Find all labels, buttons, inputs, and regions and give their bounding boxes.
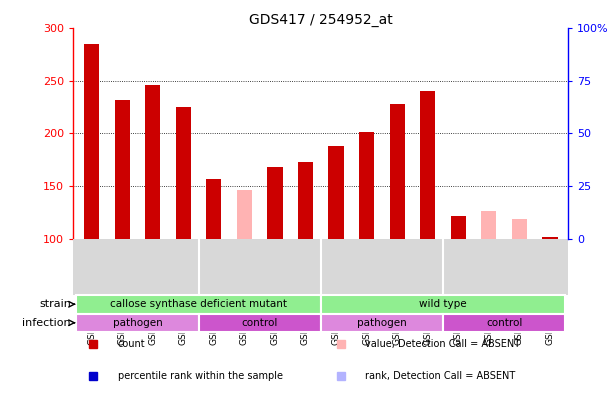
- Title: GDS417 / 254952_at: GDS417 / 254952_at: [249, 13, 393, 27]
- Bar: [512, 219, 527, 239]
- Bar: [298, 162, 313, 239]
- Bar: [481, 211, 496, 239]
- Bar: [321, 314, 443, 332]
- Text: callose synthase deficient mutant: callose synthase deficient mutant: [110, 299, 287, 309]
- Bar: [199, 314, 321, 332]
- Bar: [321, 295, 565, 314]
- Bar: [390, 104, 405, 239]
- Text: pathogen: pathogen: [112, 318, 163, 328]
- Bar: [543, 237, 558, 239]
- Bar: [76, 295, 321, 314]
- Bar: [84, 44, 99, 239]
- Text: rank, Detection Call = ABSENT: rank, Detection Call = ABSENT: [365, 371, 516, 381]
- Bar: [443, 314, 565, 332]
- Bar: [451, 216, 466, 239]
- Bar: [359, 132, 374, 239]
- Text: strain: strain: [39, 299, 71, 309]
- Text: pathogen: pathogen: [357, 318, 407, 328]
- Text: percentile rank within the sample: percentile rank within the sample: [118, 371, 283, 381]
- Bar: [115, 99, 130, 239]
- Bar: [76, 314, 199, 332]
- Bar: [420, 91, 435, 239]
- Text: control: control: [486, 318, 522, 328]
- Bar: [268, 167, 282, 239]
- Bar: [176, 107, 191, 239]
- Text: control: control: [241, 318, 278, 328]
- Bar: [207, 179, 222, 239]
- Text: infection: infection: [22, 318, 71, 328]
- Text: value, Detection Call = ABSENT: value, Detection Call = ABSENT: [365, 339, 521, 349]
- Bar: [237, 190, 252, 239]
- Text: count: count: [118, 339, 145, 349]
- Bar: [329, 146, 343, 239]
- Text: wild type: wild type: [419, 299, 467, 309]
- Bar: [145, 85, 161, 239]
